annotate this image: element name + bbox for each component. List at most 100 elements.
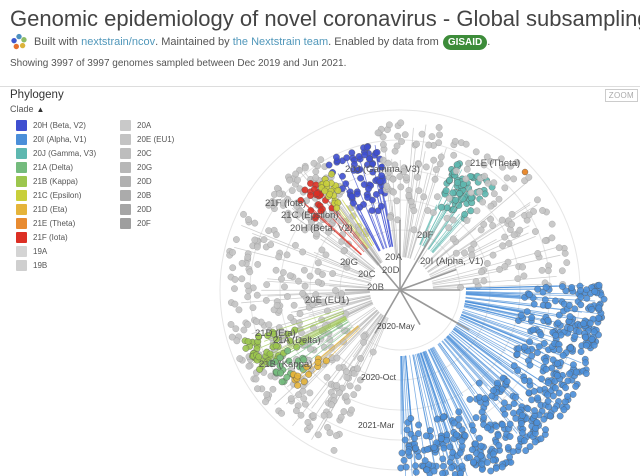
tip-node[interactable] (450, 419, 458, 427)
tip-node[interactable] (595, 281, 603, 289)
tip-node[interactable] (497, 155, 505, 163)
tip-node[interactable] (535, 343, 543, 350)
tip-node[interactable] (525, 173, 533, 181)
tip-node[interactable] (558, 267, 566, 275)
tip-node[interactable] (338, 238, 346, 245)
tip-node[interactable] (483, 153, 491, 161)
tip-node[interactable] (264, 332, 271, 339)
tip-node[interactable] (508, 210, 516, 218)
tip-node[interactable] (536, 386, 544, 394)
tip-node[interactable] (541, 296, 549, 304)
tip-node[interactable] (278, 378, 286, 386)
tip-node[interactable] (566, 313, 574, 320)
tip-node[interactable] (503, 174, 511, 182)
tip-node[interactable] (322, 357, 330, 365)
legend-item[interactable]: 19A (16, 244, 120, 258)
tip-node[interactable] (326, 190, 333, 198)
tip-node[interactable] (538, 375, 546, 383)
tip-node[interactable] (487, 157, 495, 165)
tip-node[interactable] (320, 411, 328, 419)
tip-node[interactable] (454, 179, 461, 186)
tip-node[interactable] (549, 356, 557, 364)
tip-node[interactable] (462, 175, 470, 183)
tip-node[interactable] (292, 241, 299, 249)
tip-node[interactable] (227, 321, 235, 328)
tip-node[interactable] (495, 195, 503, 203)
tip-node[interactable] (297, 196, 305, 204)
tip-node[interactable] (286, 272, 294, 280)
tip-node[interactable] (534, 250, 542, 257)
tip-node[interactable] (595, 304, 603, 312)
tip-node[interactable] (442, 187, 450, 194)
tip-node[interactable] (314, 278, 322, 286)
tip-node[interactable] (432, 166, 440, 173)
tip-node[interactable] (414, 430, 422, 437)
tip-node[interactable] (304, 298, 312, 306)
tip-node[interactable] (319, 271, 326, 278)
tip-node[interactable] (577, 293, 585, 301)
tip-node[interactable] (426, 427, 434, 434)
tip-node[interactable] (436, 131, 443, 139)
tip-node[interactable] (374, 129, 382, 137)
tip-node[interactable] (407, 198, 415, 206)
tip-node[interactable] (518, 429, 526, 437)
gisaid-badge[interactable]: GISAID (442, 34, 488, 50)
tip-node[interactable] (520, 437, 528, 445)
tip-node[interactable] (470, 240, 478, 248)
tip-node[interactable] (437, 153, 445, 161)
tip-node[interactable] (521, 343, 528, 351)
tip-node[interactable] (281, 283, 288, 291)
tip-node[interactable] (492, 464, 500, 472)
tip-node[interactable] (457, 469, 464, 476)
tip-node[interactable] (572, 383, 580, 390)
tip-node[interactable] (253, 318, 260, 325)
tip-node[interactable] (414, 173, 421, 181)
tip-node[interactable] (448, 464, 455, 472)
tip-node[interactable] (312, 212, 320, 220)
tip-node[interactable] (540, 415, 548, 423)
tip-node[interactable] (309, 412, 317, 419)
tip-node[interactable] (393, 197, 401, 205)
tip-node[interactable] (306, 272, 314, 280)
legend-item[interactable]: 20A (120, 118, 224, 132)
tip-node[interactable] (256, 365, 263, 373)
tip-node[interactable] (284, 330, 291, 338)
tip-node[interactable] (532, 424, 539, 432)
tip-node[interactable] (253, 291, 261, 299)
tip-node[interactable] (245, 362, 253, 370)
tip-node[interactable] (300, 356, 308, 364)
tip-node[interactable] (457, 284, 464, 291)
tip-node[interactable] (470, 458, 477, 466)
tip-node[interactable] (443, 214, 451, 222)
tip-node[interactable] (275, 253, 283, 261)
tip-node[interactable] (437, 435, 445, 442)
tip-node[interactable] (299, 387, 307, 395)
legend-item[interactable]: 21A (Delta) (16, 160, 120, 174)
legend-item[interactable]: 21D (Eta) (16, 202, 120, 216)
tip-node[interactable] (463, 165, 471, 173)
tip-node[interactable] (301, 400, 309, 408)
tip-node[interactable] (284, 216, 292, 224)
tip-node[interactable] (555, 346, 563, 354)
tip-node[interactable] (499, 163, 506, 171)
tip-node[interactable] (514, 275, 522, 283)
tip-node[interactable] (570, 361, 577, 369)
tip-node[interactable] (534, 196, 541, 204)
tip-node[interactable] (314, 259, 322, 267)
tip-node[interactable] (265, 227, 273, 235)
tip-node[interactable] (560, 406, 568, 414)
tip-node[interactable] (544, 397, 552, 405)
tip-node[interactable] (528, 396, 535, 404)
tip-node[interactable] (292, 170, 300, 178)
tip-node[interactable] (492, 423, 500, 430)
tip-node[interactable] (368, 160, 376, 168)
tip-node[interactable] (323, 180, 331, 188)
tip-node[interactable] (526, 443, 534, 450)
tip-node[interactable] (301, 282, 309, 290)
tip-node[interactable] (563, 259, 571, 267)
tip-node[interactable] (542, 357, 550, 365)
legend-item[interactable]: 20F (120, 216, 224, 230)
tip-node[interactable] (430, 444, 438, 451)
tip-node[interactable] (468, 251, 476, 259)
tip-node[interactable] (293, 202, 301, 210)
